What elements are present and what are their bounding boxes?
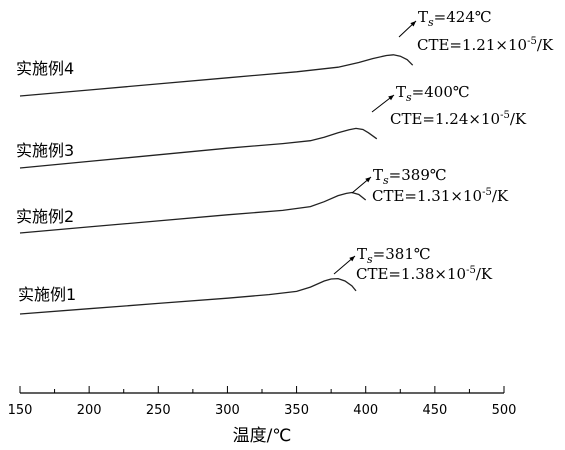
ts-arrowhead <box>410 21 416 27</box>
cte-label: CTE=1.24×10-5/K <box>390 110 527 128</box>
series-line <box>19 191 367 234</box>
series-label: 实施例4 <box>16 59 74 78</box>
series-label: 实施例1 <box>18 285 76 304</box>
label-layer: 实施例1Ts=381℃CTE=1.38×10-5/K实施例2Ts=389℃CTE… <box>16 8 554 304</box>
x-axis: 150 200 250 300 350 400 450 500 <box>8 386 517 418</box>
x-tick-label: 400 <box>353 403 378 418</box>
ts-label: Ts=424℃ <box>418 8 492 29</box>
cte-label: CTE=1.21×10-5/K <box>417 36 554 54</box>
ts-arrowhead <box>349 256 355 262</box>
ts-arrowhead <box>365 177 371 183</box>
series-label: 实施例3 <box>16 141 74 160</box>
curve-layer <box>19 54 414 315</box>
x-tick-label: 250 <box>146 403 171 418</box>
x-axis-label: 温度/℃ <box>233 426 292 446</box>
x-tick-label: 500 <box>492 403 517 418</box>
ts-label: Ts=400℃ <box>396 83 470 104</box>
x-tick-label: 350 <box>284 403 309 418</box>
series-line <box>19 54 414 97</box>
series-label: 实施例2 <box>16 207 74 226</box>
x-tick-label: 300 <box>215 403 240 418</box>
x-tick-label: 450 <box>422 403 447 418</box>
cte-label: CTE=1.31×10-5/K <box>372 187 509 205</box>
cte-label: CTE=1.38×10-5/K <box>356 265 493 283</box>
x-tick-label: 200 <box>77 403 102 418</box>
ts-label: Ts=381℃ <box>357 245 431 266</box>
ts-label: Ts=389℃ <box>373 166 447 187</box>
ts-arrowhead <box>388 95 394 101</box>
series-line <box>19 127 378 169</box>
x-tick-label: 150 <box>8 403 33 418</box>
series-line <box>19 277 357 315</box>
